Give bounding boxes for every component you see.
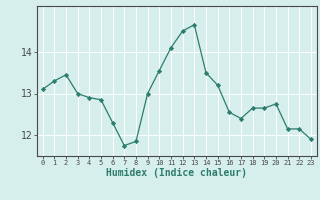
X-axis label: Humidex (Indice chaleur): Humidex (Indice chaleur): [106, 168, 247, 178]
